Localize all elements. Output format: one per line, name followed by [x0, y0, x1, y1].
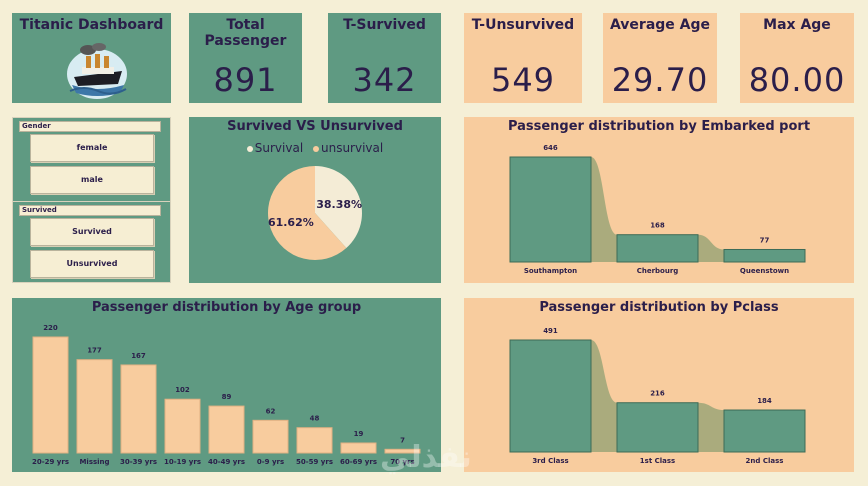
kpi-label: T-Unsurvived	[471, 17, 575, 33]
bar-data-label: 220	[43, 324, 58, 332]
kpi-value: 342	[352, 61, 417, 99]
pclass-chart: 491 3rd Class 216 1st Class 184 2nd Class	[509, 327, 806, 465]
bar-70 yrs	[384, 448, 421, 454]
age-title: Passenger distribution by Age group	[91, 300, 362, 315]
pie-data-label: 61.62%	[268, 216, 314, 229]
slicer-panel: Gender female male Survived Survived Uns…	[12, 117, 171, 283]
ribbon-connector	[698, 402, 724, 452]
bar-2nd Class	[723, 409, 806, 453]
x-tick-label: 3rd Class	[532, 457, 568, 465]
bar-data-label: 102	[175, 386, 190, 394]
kpi-value: 80.00	[748, 61, 846, 99]
x-tick-label: Cherbourg	[637, 267, 679, 275]
watermark: نفذلي	[380, 440, 472, 475]
ship-icon	[67, 43, 127, 99]
pclass-card: Passenger distribution by Pclass 491 3rd …	[464, 298, 854, 472]
slicer-option-survived[interactable]: Survived	[30, 218, 154, 246]
bar-data-label: 491	[543, 327, 558, 335]
bar-40-49 yrs	[208, 405, 245, 454]
legend-label-unsurvival: unsurvival	[320, 141, 384, 155]
bar-10-19 yrs	[164, 398, 201, 454]
bar-data-label: 7	[400, 436, 405, 444]
kpi-label: Total Passenger	[204, 17, 287, 49]
x-tick-label: 1st Class	[640, 457, 675, 465]
kpi-max-age: Max Age 80.00	[740, 13, 854, 103]
legend-label-survival: Survival	[254, 141, 304, 155]
x-tick-label: 50-59 yrs	[296, 458, 333, 466]
gender-slicer-header: Gender	[19, 121, 161, 132]
bar-20-29 yrs	[32, 336, 69, 454]
kpi-value: 29.70	[611, 61, 709, 99]
kpi-unsurvived: T-Unsurvived 549	[464, 13, 582, 103]
age-chart: 220 20-29 yrs 177 Missing 167 30-39 yrs 102 10-…	[32, 324, 421, 466]
pie-data-label: 38.38%	[316, 198, 362, 211]
bar-data-label: 48	[310, 415, 320, 423]
bar-30-39 yrs	[120, 364, 157, 454]
x-tick-label: 30-39 yrs	[120, 458, 157, 466]
bar-data-label: 184	[757, 397, 772, 405]
kpi-label: Average Age	[609, 17, 711, 33]
ribbon-connector	[591, 157, 617, 262]
legend-swatch-survival	[246, 145, 253, 152]
slicer-option-male[interactable]: male	[30, 166, 154, 194]
kpi-label: Max Age	[763, 17, 831, 33]
x-tick-label: 2nd Class	[746, 457, 784, 465]
bar-data-label: 19	[354, 430, 364, 438]
kpi-label: T-Survived	[343, 17, 426, 33]
slicer-option-unsurvived[interactable]: Unsurvived	[30, 250, 154, 278]
age-card: Passenger distribution by Age group 220 2…	[12, 298, 441, 472]
x-tick-label: Missing	[79, 458, 109, 466]
bar-data-label: 89	[222, 393, 232, 401]
kpi-value: 549	[490, 61, 556, 99]
embarked-card: Passenger distribution by Embarked port …	[464, 117, 854, 283]
x-tick-label: 60-69 yrs	[340, 458, 377, 466]
pie-legend: Survival unsurvival	[189, 141, 441, 155]
ribbon-connector	[591, 340, 617, 452]
pie-card: Survived VS Unsurvived Survival unsurviv…	[189, 117, 441, 283]
pie-slice-unsurvival	[267, 166, 347, 260]
x-tick-label: 40-49 yrs	[208, 458, 245, 466]
bar-Queenstown	[723, 248, 806, 263]
legend-swatch-unsurvival	[312, 145, 319, 152]
bar-data-label: 168	[650, 222, 665, 230]
bar-Missing	[76, 359, 113, 454]
pie-title: Survived VS Unsurvived	[227, 119, 403, 134]
ribbon-connector	[698, 234, 724, 262]
bar-0-9 yrs	[252, 419, 289, 454]
pclass-title: Passenger distribution by Pclass	[539, 300, 779, 315]
slicer-divider	[13, 201, 170, 202]
bar-data-label: 77	[760, 236, 770, 244]
bar-60-69 yrs	[340, 442, 377, 454]
bar-data-label: 177	[87, 347, 102, 355]
bar-1st Class	[616, 402, 699, 453]
x-tick-label: 20-29 yrs	[32, 458, 69, 466]
bar-data-label: 216	[650, 390, 665, 398]
x-tick-label: Queenstown	[740, 267, 789, 275]
pie-slice-Survival	[315, 166, 362, 249]
pie-chart: 38.38%61.62%	[267, 166, 362, 260]
bar-Southampton	[509, 156, 592, 263]
bar-3rd Class	[509, 339, 592, 453]
embarked-title: Passenger distribution by Embarked port	[507, 119, 811, 134]
slicer-option-female[interactable]: female	[30, 134, 154, 162]
x-tick-label: 10-19 yrs	[164, 458, 201, 466]
x-tick-label: 0-9 yrs	[257, 458, 284, 466]
kpi-average-age: Average Age 29.70	[603, 13, 717, 103]
survived-slicer-header: Survived	[19, 205, 161, 216]
kpi-survived: T-Survived 342	[328, 13, 441, 103]
title-card: Titanic Dashboard	[12, 13, 171, 103]
bar-data-label: 646	[543, 144, 558, 152]
embarked-chart: 646 Southampton 168 Cherbourg 77 Queenstown	[509, 144, 806, 275]
bar-data-label: 62	[266, 407, 276, 415]
bar-50-59 yrs	[296, 427, 333, 454]
dashboard-title: Titanic Dashboard	[19, 17, 164, 33]
bar-data-label: 167	[131, 352, 146, 360]
bar-Cherbourg	[616, 234, 699, 263]
kpi-total-passenger: Total Passenger 891	[189, 13, 302, 103]
x-tick-label: 70 yrs	[390, 458, 414, 466]
kpi-value: 891	[213, 61, 278, 99]
x-tick-label: Southampton	[524, 267, 577, 275]
